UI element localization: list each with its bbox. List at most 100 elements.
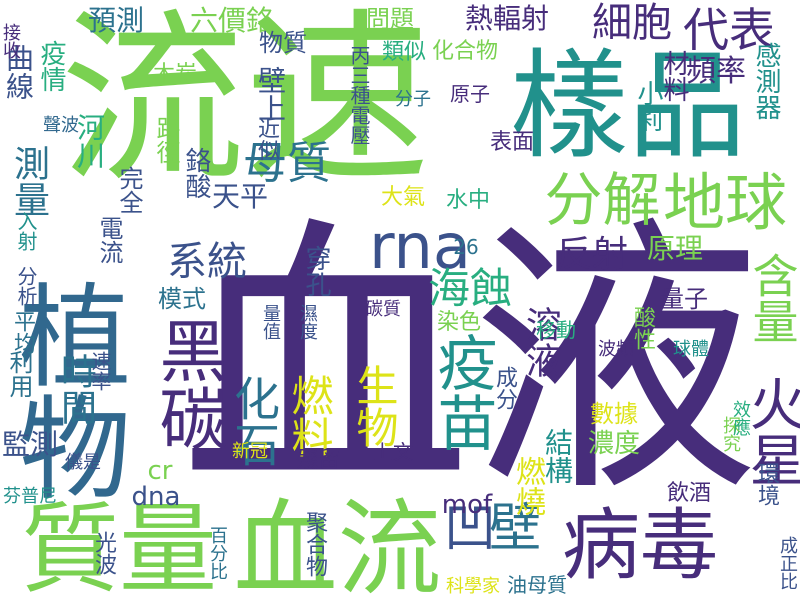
word: 壁 bbox=[488, 499, 541, 559]
word: 量子 bbox=[660, 285, 708, 313]
word: 電流 bbox=[95, 216, 123, 264]
word: 百分比 bbox=[207, 526, 228, 580]
word: mof bbox=[441, 490, 493, 520]
word: 物質 bbox=[259, 29, 307, 57]
word: 壁上 bbox=[254, 66, 287, 122]
word: 天平 bbox=[211, 180, 268, 213]
word: 木炭 bbox=[152, 62, 197, 87]
word: 芬普尼 bbox=[3, 486, 57, 507]
word: 大氣 bbox=[380, 185, 425, 210]
word: 路徑 bbox=[152, 116, 180, 164]
word: 模式 bbox=[158, 285, 206, 313]
word: 水中 bbox=[445, 188, 490, 213]
word: 流速 bbox=[60, 0, 430, 208]
word: 六價鉻 bbox=[189, 4, 274, 37]
word: 26 bbox=[453, 235, 479, 259]
word: 油母質 bbox=[507, 573, 567, 597]
word: 速率 bbox=[88, 351, 112, 391]
word: 酸性 bbox=[630, 306, 655, 350]
word: 血液 bbox=[180, 193, 761, 531]
word: 黑碳 bbox=[147, 316, 226, 452]
word: 分子 bbox=[395, 89, 431, 110]
word: 化合物 bbox=[431, 39, 498, 64]
word: 利用 bbox=[5, 350, 33, 398]
word: 染色 bbox=[436, 310, 481, 335]
word: 疫苗 bbox=[427, 332, 497, 452]
word: 測量 bbox=[8, 145, 49, 217]
word: 含量 bbox=[745, 251, 800, 344]
word: 熱輻射 bbox=[464, 2, 549, 35]
word: 探究 bbox=[720, 416, 741, 452]
word: 地球 bbox=[662, 165, 787, 239]
word: 代表 bbox=[683, 3, 775, 57]
word: 病毒 bbox=[561, 501, 718, 591]
word: 植物 bbox=[0, 278, 130, 502]
word: 血流 bbox=[233, 488, 442, 600]
word: 分解 bbox=[544, 166, 661, 234]
word: 小莉 bbox=[633, 80, 663, 132]
word: 飲酒 bbox=[666, 481, 711, 506]
word: 火星 bbox=[740, 375, 800, 487]
word: 預測 bbox=[87, 4, 144, 37]
word: 波頻 bbox=[598, 339, 634, 360]
word: 數據 bbox=[590, 400, 638, 428]
word: 質量 bbox=[20, 493, 217, 600]
word: 疫情 bbox=[36, 40, 66, 92]
word: 成正比 bbox=[777, 536, 798, 590]
word: 反射 bbox=[555, 234, 628, 275]
word: 聲波 bbox=[43, 115, 79, 136]
word: 新冠 bbox=[232, 441, 268, 462]
word: rna bbox=[369, 210, 471, 283]
word: 原子 bbox=[450, 82, 490, 106]
word: 材料 bbox=[659, 50, 689, 102]
word: 結構 bbox=[541, 428, 574, 484]
word: 球體 bbox=[673, 339, 709, 360]
word: 濕度 bbox=[297, 304, 318, 340]
word: 類似 bbox=[381, 40, 426, 65]
word: 燃燒 bbox=[510, 456, 545, 516]
word: 碳質 bbox=[365, 299, 401, 320]
word: 鉻酸 bbox=[181, 147, 211, 199]
word: 河川 bbox=[73, 113, 106, 169]
word: 穿孔 bbox=[301, 245, 331, 297]
word: 移動 bbox=[536, 318, 576, 342]
word: 海蝕 bbox=[427, 264, 512, 313]
word: 燃料 bbox=[285, 374, 334, 458]
word: 生物 bbox=[350, 364, 399, 448]
word: 原理 bbox=[646, 232, 703, 265]
word: 細胞 bbox=[592, 0, 672, 46]
word: 丙三種電壓 bbox=[347, 45, 371, 145]
word: 近似 bbox=[254, 117, 279, 161]
word: 濃度 bbox=[587, 429, 640, 459]
word: 成分 bbox=[492, 366, 517, 410]
word: 樣品 bbox=[509, 37, 746, 175]
word: 溶液 bbox=[520, 306, 561, 378]
word: 環境 bbox=[754, 462, 779, 506]
word: 化石 bbox=[227, 375, 281, 467]
word: 分析 bbox=[14, 266, 38, 306]
word: 科學家 bbox=[446, 576, 500, 597]
word: 時間 bbox=[55, 353, 96, 425]
word: 量值 bbox=[260, 304, 281, 340]
word: 入射 bbox=[14, 211, 38, 251]
word: 接收 bbox=[0, 23, 21, 59]
word: 頻率 bbox=[686, 54, 746, 89]
word: 儀是 bbox=[65, 452, 101, 473]
word: 效應 bbox=[730, 400, 751, 436]
word: 完全 bbox=[115, 166, 143, 214]
word: 表面 bbox=[489, 130, 534, 155]
word: 光波 bbox=[91, 531, 116, 575]
word: 平均 bbox=[10, 310, 35, 354]
word: 曲線 bbox=[2, 44, 35, 100]
word: dna bbox=[131, 482, 181, 512]
word: 系統 bbox=[167, 239, 247, 285]
word: 凹 bbox=[443, 499, 496, 559]
word: 問題 bbox=[366, 5, 414, 33]
word: cr bbox=[147, 456, 173, 486]
word: 母質 bbox=[243, 138, 331, 189]
word: 殘留 bbox=[295, 448, 340, 473]
word: 聚合物 bbox=[302, 511, 327, 577]
word: 上文 bbox=[373, 440, 413, 464]
word: 感測器 bbox=[751, 42, 781, 120]
